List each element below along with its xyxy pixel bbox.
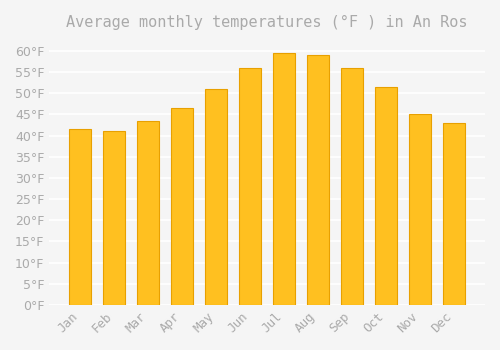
Bar <box>273 53 295 305</box>
Bar <box>103 131 126 305</box>
Bar <box>205 89 227 305</box>
Bar <box>341 68 363 305</box>
Bar <box>239 68 261 305</box>
Bar <box>307 55 329 305</box>
Bar <box>137 121 159 305</box>
Bar <box>69 129 92 305</box>
Bar <box>375 87 397 305</box>
Bar <box>443 123 465 305</box>
Title: Average monthly temperatures (°F ) in An Ros: Average monthly temperatures (°F ) in An… <box>66 15 468 30</box>
Bar <box>409 114 431 305</box>
Bar <box>171 108 193 305</box>
